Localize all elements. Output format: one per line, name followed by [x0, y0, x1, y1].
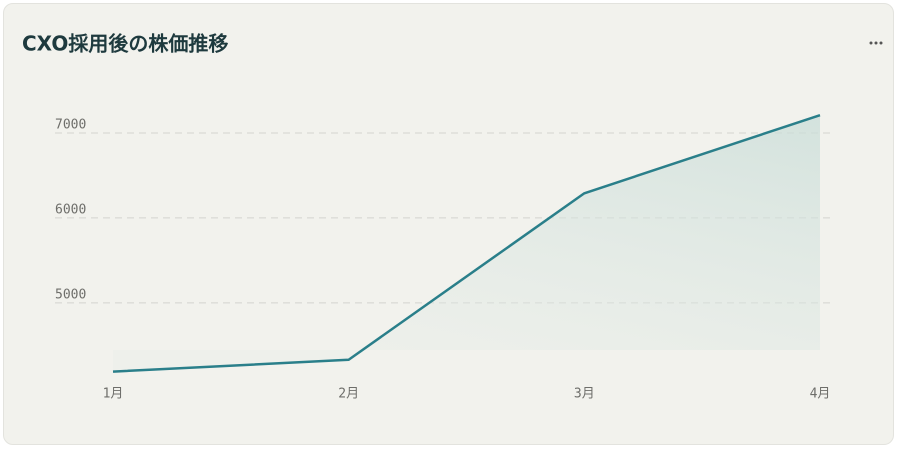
menu-dot: [879, 41, 883, 45]
x-tick-label: 3月: [574, 387, 595, 402]
x-tick-label: 1月: [103, 387, 124, 402]
x-tick-label: 4月: [810, 387, 831, 402]
y-tick-label: 5000: [55, 287, 86, 302]
x-tick-label: 2月: [338, 387, 359, 402]
more-menu[interactable]: [869, 41, 883, 45]
line: [112, 113, 821, 373]
chart-title: CXO採用後の株価推移: [22, 32, 228, 56]
menu-dot: [874, 41, 878, 45]
y-tick-label: 6000: [55, 202, 86, 217]
y-tick-label: 7000: [55, 117, 86, 132]
menu-dot: [869, 41, 873, 45]
area: [113, 115, 820, 372]
